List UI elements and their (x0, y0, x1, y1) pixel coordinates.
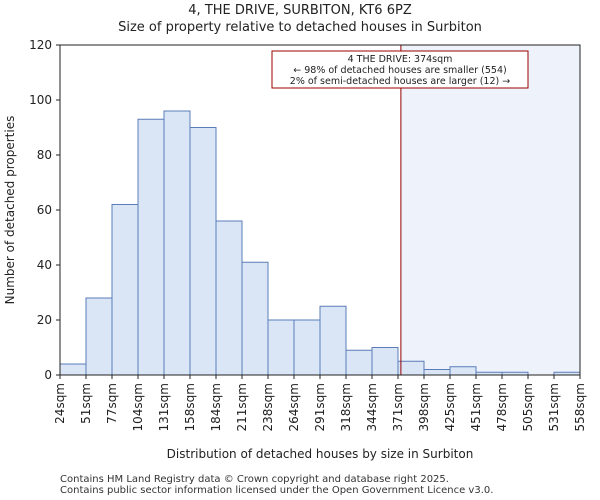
bar (371, 347, 399, 376)
x-tick-label: 425sqm (443, 383, 457, 431)
x-tick-label: 24sqm (53, 383, 67, 424)
bar (137, 118, 165, 376)
x-tick-label: 505sqm (521, 383, 535, 431)
x-tick-label: 344sqm (365, 383, 379, 431)
histogram-chart: 0 20 40 60 80 100 120 24sqm 51sqm 77sqm 104sqm 131s… (3, 38, 587, 461)
x-axis-label: Distribution of detached houses by size … (167, 447, 474, 461)
bar (85, 297, 113, 376)
y-tick-label: 0 (44, 368, 52, 382)
bar (345, 349, 373, 376)
x-tick-label: 478sqm (495, 383, 509, 431)
x-tick-label: 131sqm (157, 383, 171, 431)
highlight-region (400, 45, 580, 375)
footer-licence: Contains public sector information licen… (60, 485, 494, 496)
bar (163, 110, 191, 376)
y-tick-label: 40 (37, 258, 52, 272)
chart-subtitle: Size of property relative to detached ho… (118, 20, 482, 35)
y-tick-label: 20 (37, 313, 52, 327)
y-tick-label: 60 (37, 203, 52, 217)
chart-title: 4, THE DRIVE, SURBITON, KT6 6PZ (188, 3, 412, 18)
x-tick-label: 451sqm (469, 383, 483, 431)
x-tick-label: 291sqm (313, 383, 327, 431)
x-tick-label: 51sqm (79, 383, 93, 424)
y-tick-label: 80 (37, 148, 52, 162)
x-tick-label: 238sqm (261, 383, 275, 431)
annotation-line-3: 2% of semi-detached houses are larger (1… (290, 76, 510, 87)
bar (293, 319, 321, 376)
annotation-line-1: 4 THE DRIVE: 374sqm (348, 54, 453, 65)
bar (189, 127, 217, 376)
bar (215, 220, 243, 376)
bar (449, 366, 477, 376)
x-tick-label: 318sqm (339, 383, 353, 431)
x-tick-label: 211sqm (235, 383, 249, 431)
bar (111, 204, 139, 376)
bar (319, 305, 347, 376)
y-tick-label: 120 (29, 38, 52, 52)
annotation-box (271, 50, 529, 89)
bar (397, 360, 425, 376)
bar (267, 319, 295, 376)
x-tick-label: 398sqm (417, 383, 431, 431)
x-tick-label: 371sqm (391, 383, 405, 431)
bar (241, 261, 269, 376)
bar (59, 363, 87, 376)
x-tick-label: 264sqm (287, 383, 301, 431)
x-tick-label: 184sqm (209, 383, 223, 431)
x-tick-label: 158sqm (183, 383, 197, 431)
footer-copyright: Contains HM Land Registry data © Crown c… (60, 474, 449, 485)
y-tick-label: 100 (29, 93, 52, 107)
x-tick-label: 531sqm (547, 383, 561, 431)
x-tick-label: 77sqm (105, 383, 119, 424)
bar (423, 369, 451, 376)
annotation-line-2: ← 98% of detached houses are smaller (55… (293, 65, 506, 76)
x-tick-label: 558sqm (573, 383, 587, 431)
x-tick-label: 104sqm (131, 383, 145, 431)
y-axis-label: Number of detached properties (3, 116, 17, 305)
